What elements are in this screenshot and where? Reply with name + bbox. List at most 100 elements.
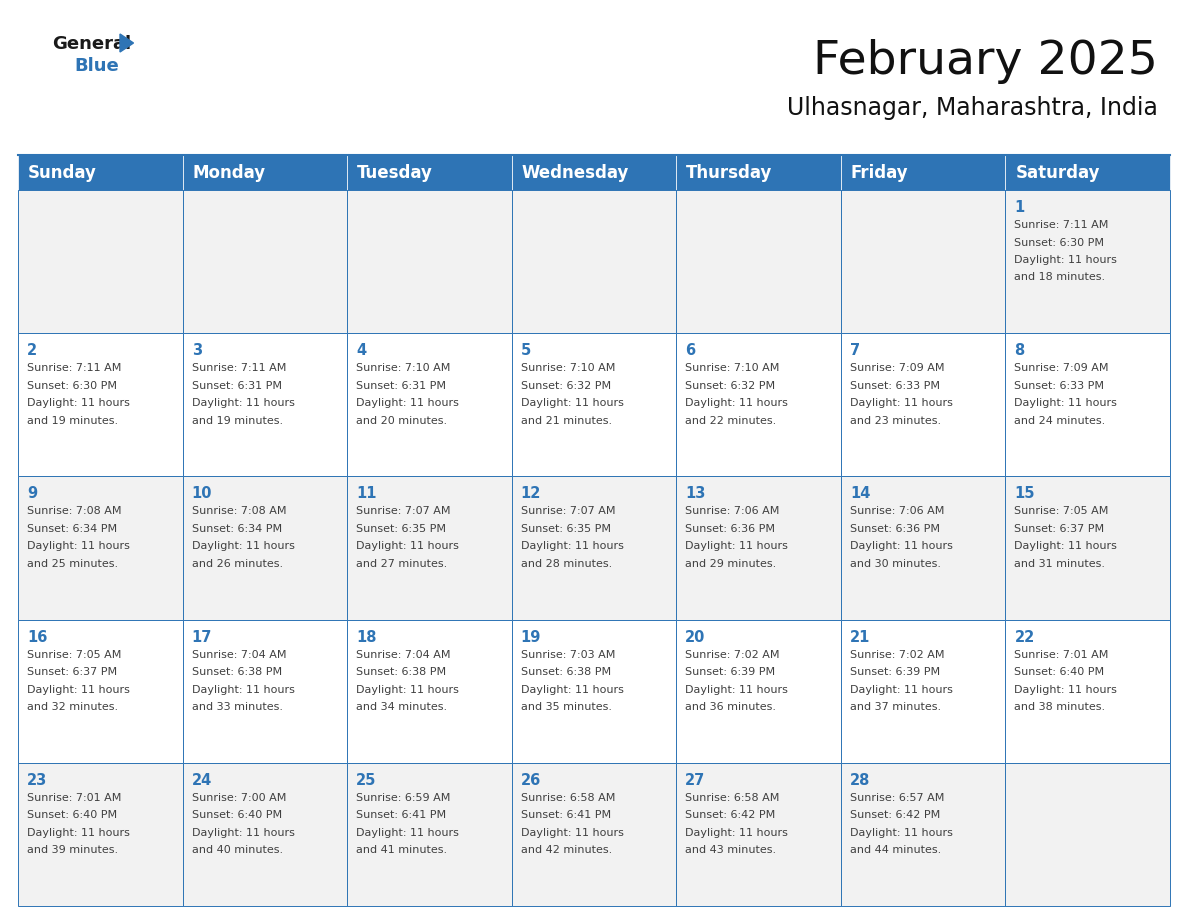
Text: and 29 minutes.: and 29 minutes. — [685, 559, 777, 569]
Text: Sunset: 6:42 PM: Sunset: 6:42 PM — [849, 811, 940, 821]
Text: 20: 20 — [685, 630, 706, 644]
Text: and 22 minutes.: and 22 minutes. — [685, 416, 777, 426]
Bar — [18, 333, 183, 476]
Bar — [841, 333, 1005, 476]
Text: Sunset: 6:34 PM: Sunset: 6:34 PM — [191, 524, 282, 534]
Text: Sunrise: 7:01 AM: Sunrise: 7:01 AM — [1015, 650, 1108, 660]
Text: Sunset: 6:33 PM: Sunset: 6:33 PM — [849, 381, 940, 391]
Text: 23: 23 — [27, 773, 48, 788]
Text: and 43 minutes.: and 43 minutes. — [685, 845, 777, 856]
Text: 9: 9 — [27, 487, 37, 501]
Text: Sunrise: 7:01 AM: Sunrise: 7:01 AM — [27, 793, 121, 803]
Text: Sunset: 6:39 PM: Sunset: 6:39 PM — [685, 667, 776, 677]
Text: Sunrise: 7:09 AM: Sunrise: 7:09 AM — [849, 364, 944, 374]
Text: Daylight: 11 hours: Daylight: 11 hours — [685, 828, 788, 838]
Text: Daylight: 11 hours: Daylight: 11 hours — [849, 828, 953, 838]
Text: Daylight: 11 hours: Daylight: 11 hours — [1015, 398, 1117, 409]
Text: Sunrise: 7:08 AM: Sunrise: 7:08 AM — [191, 507, 286, 517]
Bar — [676, 620, 841, 763]
Text: Daylight: 11 hours: Daylight: 11 hours — [685, 542, 788, 552]
Text: Daylight: 11 hours: Daylight: 11 hours — [27, 828, 129, 838]
Text: Sunset: 6:41 PM: Sunset: 6:41 PM — [356, 811, 447, 821]
Text: Sunset: 6:31 PM: Sunset: 6:31 PM — [356, 381, 447, 391]
Text: and 41 minutes.: and 41 minutes. — [356, 845, 447, 856]
Text: Sunset: 6:38 PM: Sunset: 6:38 PM — [520, 667, 611, 677]
Text: and 44 minutes.: and 44 minutes. — [849, 845, 941, 856]
Text: 10: 10 — [191, 487, 213, 501]
Text: Thursday: Thursday — [687, 163, 772, 182]
Text: 14: 14 — [849, 487, 871, 501]
Text: 13: 13 — [685, 487, 706, 501]
Bar — [841, 476, 1005, 620]
Bar — [841, 190, 1005, 333]
Text: Sunset: 6:32 PM: Sunset: 6:32 PM — [520, 381, 611, 391]
Text: Daylight: 11 hours: Daylight: 11 hours — [849, 685, 953, 695]
Text: 16: 16 — [27, 630, 48, 644]
Text: and 19 minutes.: and 19 minutes. — [27, 416, 118, 426]
Text: and 40 minutes.: and 40 minutes. — [191, 845, 283, 856]
Bar — [347, 155, 512, 190]
Text: 15: 15 — [1015, 487, 1035, 501]
Text: Sunday: Sunday — [29, 163, 97, 182]
Bar — [676, 476, 841, 620]
Bar — [347, 763, 512, 906]
Text: Sunset: 6:31 PM: Sunset: 6:31 PM — [191, 381, 282, 391]
Text: Daylight: 11 hours: Daylight: 11 hours — [685, 398, 788, 409]
Text: and 24 minutes.: and 24 minutes. — [1015, 416, 1106, 426]
Text: Sunrise: 7:03 AM: Sunrise: 7:03 AM — [520, 650, 615, 660]
Text: Sunset: 6:30 PM: Sunset: 6:30 PM — [1015, 238, 1105, 248]
Text: Daylight: 11 hours: Daylight: 11 hours — [1015, 542, 1117, 552]
Text: 21: 21 — [849, 630, 871, 644]
Text: Daylight: 11 hours: Daylight: 11 hours — [1015, 685, 1117, 695]
Text: Daylight: 11 hours: Daylight: 11 hours — [27, 685, 129, 695]
Text: Daylight: 11 hours: Daylight: 11 hours — [27, 542, 129, 552]
Text: and 37 minutes.: and 37 minutes. — [849, 702, 941, 712]
Bar — [512, 620, 676, 763]
Text: Daylight: 11 hours: Daylight: 11 hours — [27, 398, 129, 409]
Text: Sunrise: 6:59 AM: Sunrise: 6:59 AM — [356, 793, 450, 803]
Bar — [1005, 763, 1170, 906]
Bar — [347, 333, 512, 476]
Text: Daylight: 11 hours: Daylight: 11 hours — [191, 398, 295, 409]
Bar — [512, 190, 676, 333]
Text: 28: 28 — [849, 773, 871, 788]
Text: Sunset: 6:37 PM: Sunset: 6:37 PM — [1015, 524, 1105, 534]
Text: and 25 minutes.: and 25 minutes. — [27, 559, 118, 569]
Text: and 33 minutes.: and 33 minutes. — [191, 702, 283, 712]
Bar — [183, 476, 347, 620]
Bar — [347, 476, 512, 620]
Text: Sunset: 6:38 PM: Sunset: 6:38 PM — [356, 667, 447, 677]
Text: Sunrise: 7:10 AM: Sunrise: 7:10 AM — [685, 364, 779, 374]
Text: Sunset: 6:34 PM: Sunset: 6:34 PM — [27, 524, 118, 534]
Text: and 38 minutes.: and 38 minutes. — [1015, 702, 1106, 712]
Text: Sunset: 6:39 PM: Sunset: 6:39 PM — [849, 667, 940, 677]
Text: Sunrise: 7:07 AM: Sunrise: 7:07 AM — [356, 507, 450, 517]
Text: and 32 minutes.: and 32 minutes. — [27, 702, 118, 712]
Text: Sunrise: 7:02 AM: Sunrise: 7:02 AM — [849, 650, 944, 660]
Text: 27: 27 — [685, 773, 706, 788]
Text: 3: 3 — [191, 343, 202, 358]
Text: Sunset: 6:35 PM: Sunset: 6:35 PM — [356, 524, 447, 534]
Text: Sunrise: 6:58 AM: Sunrise: 6:58 AM — [520, 793, 615, 803]
Text: 1: 1 — [1015, 200, 1025, 215]
Text: 22: 22 — [1015, 630, 1035, 644]
Text: and 39 minutes.: and 39 minutes. — [27, 845, 118, 856]
Text: and 23 minutes.: and 23 minutes. — [849, 416, 941, 426]
Text: Sunset: 6:38 PM: Sunset: 6:38 PM — [191, 667, 282, 677]
Bar — [1005, 333, 1170, 476]
Text: Daylight: 11 hours: Daylight: 11 hours — [356, 542, 459, 552]
Text: 2: 2 — [27, 343, 37, 358]
Text: and 28 minutes.: and 28 minutes. — [520, 559, 612, 569]
Text: Daylight: 11 hours: Daylight: 11 hours — [356, 398, 459, 409]
Text: Daylight: 11 hours: Daylight: 11 hours — [685, 685, 788, 695]
Text: Monday: Monday — [192, 163, 266, 182]
Text: Daylight: 11 hours: Daylight: 11 hours — [191, 685, 295, 695]
Bar — [841, 155, 1005, 190]
Text: Sunrise: 7:11 AM: Sunrise: 7:11 AM — [191, 364, 286, 374]
Text: Daylight: 11 hours: Daylight: 11 hours — [520, 398, 624, 409]
Text: General: General — [52, 35, 131, 53]
Text: Sunrise: 7:10 AM: Sunrise: 7:10 AM — [356, 364, 450, 374]
Text: Sunrise: 7:08 AM: Sunrise: 7:08 AM — [27, 507, 121, 517]
Text: Daylight: 11 hours: Daylight: 11 hours — [520, 542, 624, 552]
Text: Tuesday: Tuesday — [358, 163, 432, 182]
